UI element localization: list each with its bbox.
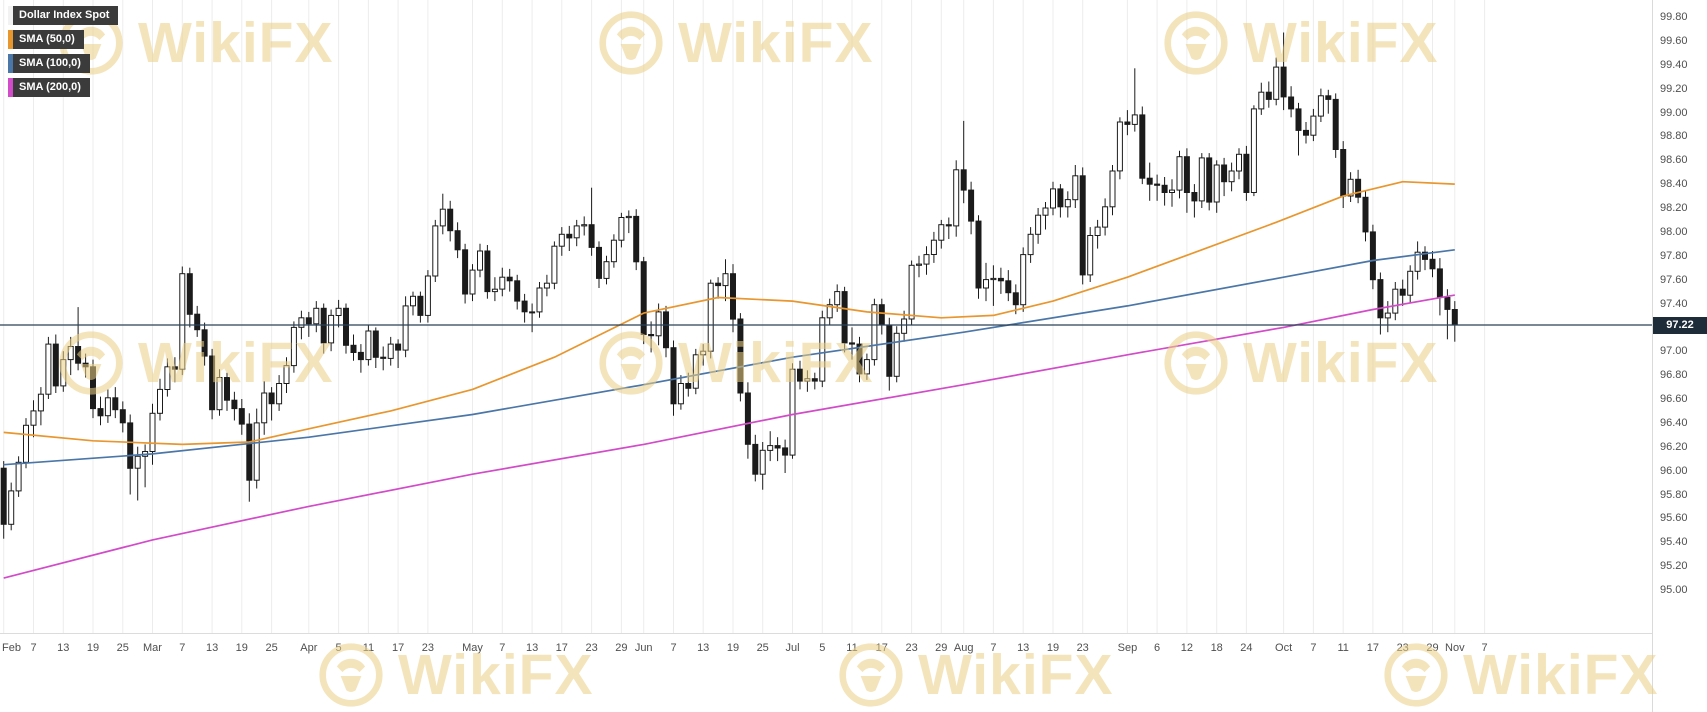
time-axis-label: 19: [1047, 642, 1059, 654]
time-axis-label: 17: [556, 642, 568, 654]
time-axis-label: Jun: [635, 642, 653, 654]
price-axis-label: 97.00: [1660, 345, 1688, 358]
time-axis-label: 11: [1337, 642, 1348, 654]
price-axis-label: 99.20: [1660, 82, 1688, 95]
indicator-badge-sma50[interactable]: SMA (50,0): [8, 30, 84, 49]
time-axis-label: 12: [1181, 642, 1193, 654]
gridlines: [0, 0, 1652, 634]
price-axis-label: 96.60: [1660, 393, 1688, 405]
time-axis-label: 5: [819, 642, 825, 654]
price-axis-label: 98.20: [1660, 202, 1688, 214]
time-axis-label: Sep: [1118, 642, 1138, 654]
sma100-color-swatch: [8, 54, 13, 73]
time-axis-label: 13: [206, 642, 218, 654]
time-axis-label: 7: [1482, 642, 1488, 654]
time-axis-label: 7: [670, 642, 676, 654]
sma50-color-swatch: [8, 30, 13, 49]
price-axis-label: 99.00: [1660, 106, 1688, 119]
time-axis-label: 7: [1310, 642, 1316, 654]
time-axis-label: 29: [615, 642, 627, 654]
chart-legend: Dollar Index Spot SMA (50,0) SMA (100,0)…: [8, 6, 119, 102]
time-axis-label: 24: [1240, 642, 1252, 654]
price-axis-label: 95.20: [1660, 560, 1688, 573]
time-axis-label: 7: [990, 642, 996, 654]
time-axis-label: 25: [117, 642, 129, 654]
time-axis-label: 7: [179, 642, 185, 654]
time-axis-label: 11: [363, 642, 374, 654]
sma50-label: SMA (50,0): [19, 33, 75, 45]
time-axis-label: 19: [236, 642, 248, 654]
price-axis-label: 99.40: [1660, 58, 1688, 71]
symbol-badge[interactable]: Dollar Index Spot: [8, 6, 119, 25]
time-axis-label: Jul: [785, 642, 799, 654]
time-axis-label: 23: [905, 642, 917, 654]
price-axis-label: 96.20: [1660, 440, 1688, 453]
indicator-badge-sma200[interactable]: SMA (200,0): [8, 78, 90, 97]
time-axis-label: Feb: [2, 642, 21, 654]
price-axis-label: 96.40: [1660, 416, 1688, 429]
time-axis-label: Mar: [143, 642, 162, 654]
time-axis-label: 23: [422, 642, 434, 654]
sma-line: [3, 294, 1455, 579]
time-axis-label: 13: [697, 642, 709, 654]
time-axis-label: 6: [1154, 642, 1160, 654]
time-axis-label: 29: [1426, 642, 1438, 654]
current-price-value: 97.22: [1666, 318, 1694, 331]
price-axis-label: 95.00: [1660, 584, 1688, 596]
time-axis-label: 19: [87, 642, 99, 654]
price-axis-label: 98.00: [1660, 225, 1688, 238]
price-axis-label: 96.80: [1660, 369, 1688, 382]
time-axis-label: 13: [1017, 642, 1029, 654]
candlestick-chart-canvas[interactable]: Feb 7 13 19 25 Mar 7 13 19 25 Apr 5 11 17 23 May 7 13 17 23…: [0, 0, 1652, 712]
time-axis-label: 23: [1397, 642, 1409, 654]
time-axis-label: 25: [265, 642, 277, 654]
sma-lines: [3, 180, 1455, 579]
time-axis-label: 25: [757, 642, 769, 654]
time-axis-label: May: [462, 642, 483, 654]
price-axis[interactable]: 97.22 99.80 99.60 99.40 99.20 99.00 98.80 98.6…: [1652, 0, 1707, 712]
price-axis-label: 95.80: [1660, 488, 1688, 501]
time-axis-label: 7: [499, 642, 505, 654]
time-axis-label: Apr: [300, 642, 317, 654]
price-axis-label: 97.80: [1660, 249, 1688, 262]
time-axis-label: 17: [876, 642, 888, 654]
price-axis-label: 95.40: [1660, 536, 1688, 549]
price-axis-label: 98.80: [1660, 130, 1688, 143]
price-axis-label: 99.60: [1660, 34, 1688, 47]
time-axis-label: 23: [585, 642, 597, 654]
time-axis-label: 18: [1211, 642, 1223, 654]
current-price-tag: 97.22: [1653, 316, 1707, 334]
time-axis-label: 19: [727, 642, 739, 654]
time-axis-label: 7: [30, 642, 36, 654]
time-axis-label: 17: [392, 642, 404, 654]
time-axis-label: Aug: [954, 642, 974, 654]
candles-layer: [0, 32, 1458, 539]
sma-line: [3, 248, 1455, 466]
sma200-color-swatch: [8, 78, 13, 97]
price-axis-label: 99.80: [1660, 11, 1688, 23]
time-axis-label: 17: [1367, 642, 1379, 654]
time-axis[interactable]: Feb 7 13 19 25 Mar 7 13 19 25 Apr 5 11 17 23 May 7 13 17 23…: [2, 642, 1488, 654]
price-axis-label: 97.40: [1660, 297, 1688, 310]
price-axis-label: 96.00: [1660, 464, 1688, 477]
sma-line: [3, 180, 1455, 446]
time-axis-label: 11: [846, 642, 857, 654]
price-axis-label: 97.60: [1660, 273, 1688, 286]
time-axis-label: 13: [526, 642, 538, 654]
price-axis-label: 98.60: [1660, 154, 1688, 167]
time-axis-label: 29: [935, 642, 947, 654]
sma200-label: SMA (200,0): [19, 81, 81, 93]
time-axis-label: 13: [57, 642, 69, 654]
time-axis-label: 23: [1077, 642, 1089, 654]
price-axis-label: 95.60: [1660, 512, 1688, 525]
indicator-badge-sma100[interactable]: SMA (100,0): [8, 54, 90, 73]
symbol-swatch: [8, 6, 13, 25]
time-axis-label: Nov: [1445, 642, 1465, 654]
sma100-label: SMA (100,0): [19, 57, 81, 69]
price-axis-label: 98.40: [1660, 178, 1688, 191]
time-axis-label: Oct: [1275, 642, 1292, 654]
symbol-label: Dollar Index Spot: [19, 9, 110, 21]
time-axis-label: 5: [336, 642, 342, 654]
